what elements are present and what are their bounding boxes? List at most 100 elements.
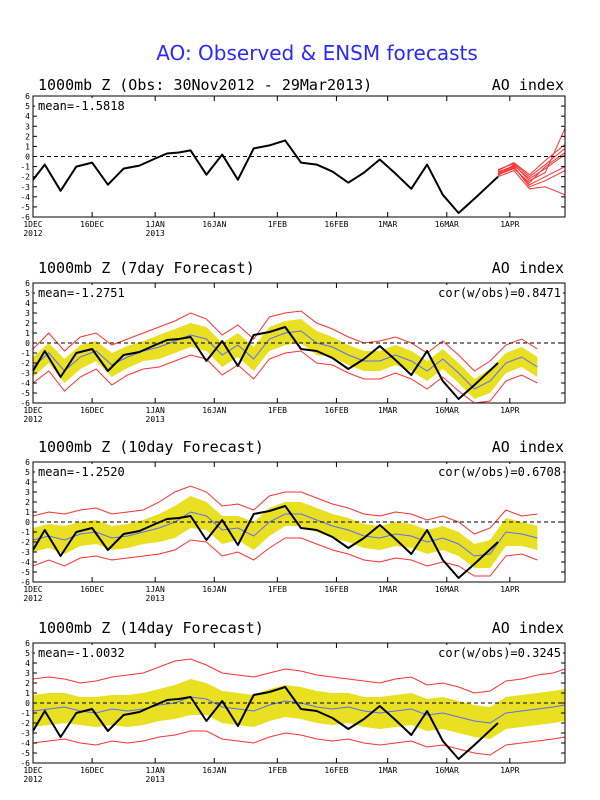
x-tick-label: 1APR [500,585,519,594]
y-tick-label: 1 [25,329,30,338]
y-tick-label: 4 [25,299,30,308]
x-tick-label: 1DEC [23,406,42,415]
y-tick-label: 0 [25,699,30,708]
y-tick-label: -4 [20,193,30,202]
y-tick-label: 1 [25,508,30,517]
y-tick-label: 4 [25,478,30,487]
ensemble-mean-line [33,511,538,557]
mean-label-box [35,98,128,113]
ensemble-max-line [33,658,565,694]
y-tick-label: -1 [20,709,30,718]
y-tick-label: 3 [25,669,30,678]
cor-label-box [434,285,563,300]
x-tick-label: 1JAN [146,585,165,594]
y-tick-label: 4 [25,112,30,121]
x-tick-label: 1MAR [378,766,397,775]
y-tick-label: 0 [25,518,30,527]
plot-area [33,485,565,579]
mean-label-box [35,285,128,300]
y-tick-label: -3 [20,183,30,192]
x-tick-sublabel: 2012 [23,775,42,784]
ensemble-max-line [33,485,538,535]
panel-right-label: AO index [492,619,564,637]
chart-panels: 1000mb Z (Obs: 30Nov2012 - 29Mar2013) AO … [20,76,566,784]
panel-right-label: AO index [492,259,564,277]
ensemble-member-line-1 [497,152,565,184]
y-tick-label: 3 [25,488,30,497]
x-tick-label: 16FEB [324,585,348,594]
x-tick-label: 1FEB [268,766,287,775]
y-tick-label: -5 [20,568,30,577]
chart-panel-2: 1000mb Z (7day Forecast) AO index6543210-… [20,259,566,424]
y-tick-label: -6 [20,213,30,222]
x-tick-label: 1FEB [268,220,287,229]
ensemble-spread-band [33,496,538,568]
panel-right-label: AO index [492,76,564,94]
plot-area [33,658,565,760]
panel-right-label: AO index [492,438,564,456]
ensemble-spread-band [33,319,538,399]
y-tick-label: -4 [20,379,30,388]
observed-ao-line [33,686,499,760]
y-tick-label: -6 [20,399,30,408]
x-tick-label: 1FEB [268,585,287,594]
y-tick-label: -5 [20,203,30,212]
y-tick-label: 6 [25,92,30,101]
mean-label: mean=-1.2751 [38,286,125,300]
y-tick-label: -1 [20,349,30,358]
plot-area [33,310,565,403]
observed-ao-line [33,505,499,579]
x-tick-label: 1JAN [146,766,165,775]
x-tick-label: 16DEC [80,406,104,415]
y-tick-label: -6 [20,759,30,768]
y-tick-label: 5 [25,289,30,298]
y-tick-label: -2 [20,719,30,728]
ensemble-min-line [33,730,565,756]
panel-title: 1000mb Z (10day Forecast) [38,438,264,456]
y-tick-label: 6 [25,639,30,648]
y-tick-label: -1 [20,163,30,172]
y-tick-label: 2 [25,132,30,141]
x-tick-label: 1APR [500,406,519,415]
cor-label: cor(w/obs)=0.8471 [438,286,561,300]
plot-area [33,128,565,214]
ensemble-min-line [33,350,538,403]
x-tick-label: 1DEC [23,766,42,775]
panel-title: 1000mb Z (Obs: 30Nov2012 - 29Mar2013) [38,76,372,94]
x-tick-label: 1JAN [146,220,165,229]
x-tick-label: 1DEC [23,220,42,229]
x-tick-label: 16FEB [324,766,348,775]
ensemble-spread-band [33,679,565,739]
mean-label: mean=-1.0032 [38,646,125,660]
y-tick-label: 4 [25,659,30,668]
ensemble-member-line-8 [497,148,565,178]
figure-title: AO: Observed & ENSM forecasts [156,41,478,65]
observed-ao-line [33,326,499,400]
x-tick-label: 16JAN [202,406,226,415]
observed-ao-line [33,139,499,214]
y-tick-label: -2 [20,173,30,182]
x-tick-sublabel: 2012 [23,229,42,238]
x-tick-sublabel: 2012 [23,415,42,424]
ensemble-member-line-6 [497,154,565,180]
ensemble-member-line-7 [497,166,565,186]
y-tick-label: 1 [25,142,30,151]
x-tick-label: 1JAN [146,406,165,415]
y-tick-label: 2 [25,319,30,328]
chart-panel-1: 1000mb Z (Obs: 30Nov2012 - 29Mar2013) AO … [20,76,566,238]
y-tick-label: -3 [20,548,30,557]
x-tick-label: 16JAN [202,220,226,229]
y-tick-label: 1 [25,689,30,698]
ensemble-min-line [33,537,538,577]
x-tick-label: 16DEC [80,585,104,594]
x-tick-sublabel: 2013 [146,594,165,603]
y-tick-label: -2 [20,359,30,368]
y-tick-label: 5 [25,649,30,658]
x-tick-sublabel: 2013 [146,775,165,784]
x-tick-label: 1DEC [23,585,42,594]
mean-label-box [35,645,128,660]
cor-label-box [434,645,563,660]
x-tick-label: 16FEB [324,220,348,229]
